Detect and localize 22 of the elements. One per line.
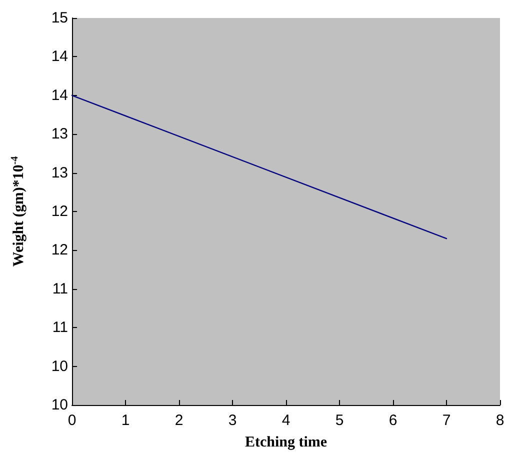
x-tick-label: 2 [174, 412, 184, 429]
y-tick-label: 13 [51, 164, 68, 182]
y-tick-label: 10 [51, 396, 68, 414]
y-axis-title: Weight (gm)*10-4 [10, 156, 27, 267]
x-tick-label: 5 [335, 412, 344, 429]
y-tick-label: 11 [52, 319, 68, 336]
x-axis-title: Etching time [244, 434, 328, 450]
y-tick-label: 10 [51, 358, 68, 375]
y-tick-label: 12 [51, 203, 68, 220]
x-tick-label: 4 [282, 412, 290, 429]
y-tick-label: 15 [51, 10, 68, 26]
x-tick-label: 1 [121, 412, 130, 429]
y-tick-label: 11 [52, 280, 68, 298]
x-tick-label: 8 [496, 412, 504, 429]
y-tick-label: 12 [51, 242, 68, 259]
x-tick-label: 3 [228, 412, 237, 429]
x-tick-label: 6 [388, 412, 398, 429]
y-tick-label: 14 [51, 86, 68, 104]
y-tick-label: 14 [51, 48, 68, 66]
x-tick-label: 0 [68, 412, 76, 429]
x-tick-label: 7 [442, 412, 451, 429]
y-tick-label: 13 [51, 126, 68, 143]
